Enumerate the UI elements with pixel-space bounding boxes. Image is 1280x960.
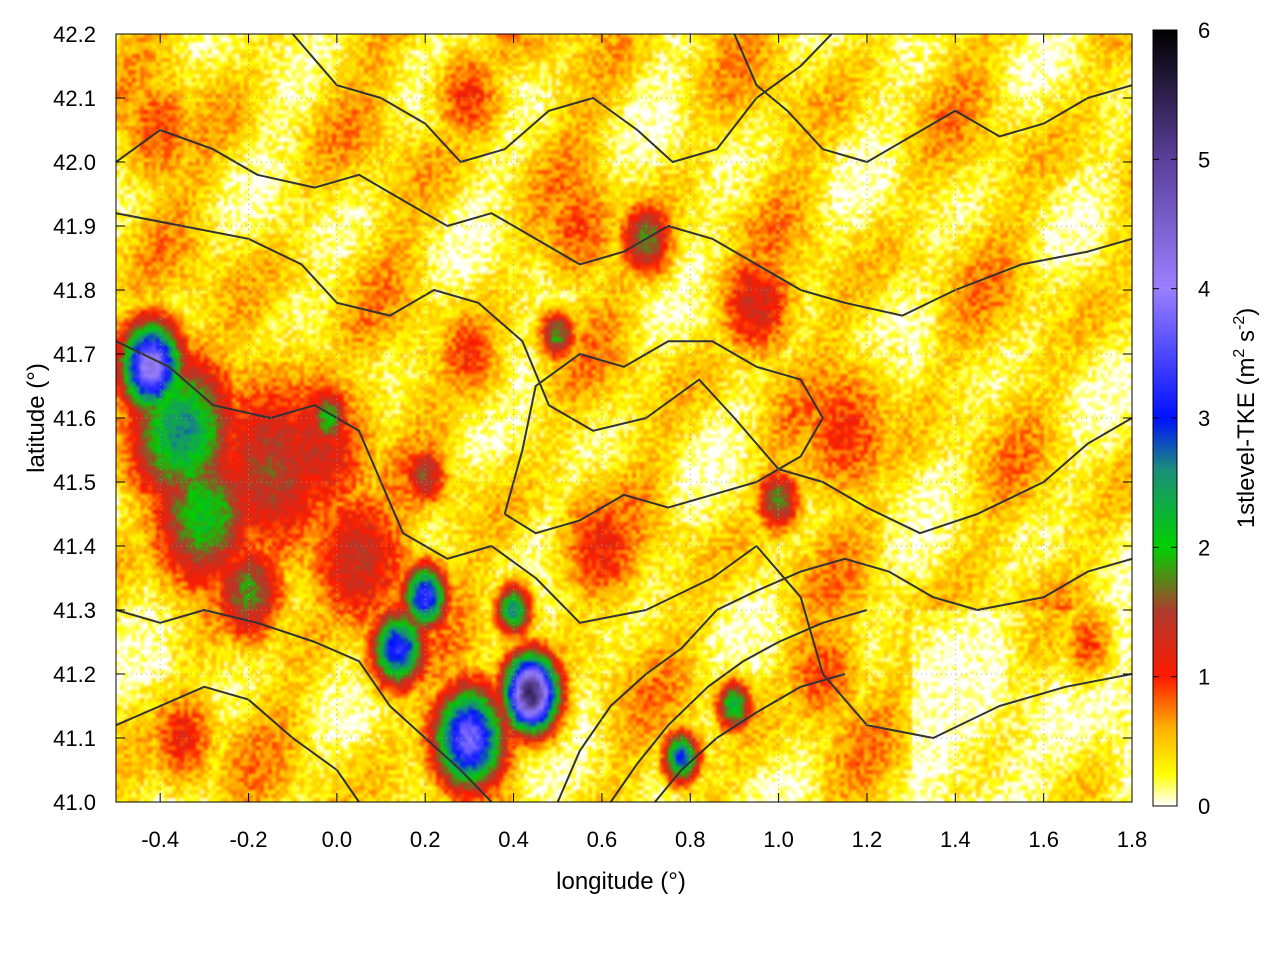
x-tick-label: 0.2 — [410, 827, 441, 852]
colorbar-tick-label: 6 — [1198, 18, 1210, 43]
contour-line — [116, 212, 1132, 535]
x-tick-label: 0.4 — [498, 827, 529, 852]
contour-line — [291, 34, 833, 163]
colorbar-label-main: 1stlevel-TKE (m — [1233, 358, 1260, 529]
x-tick-label: -0.2 — [230, 827, 268, 852]
x-tick-label: 1.6 — [1028, 827, 1059, 852]
y-axis-ticks: 41.0 41.1 41.2 41.3 41.4 41.5 41.6 41.7 41.8 41.9… — [53, 22, 1132, 815]
colorbar-tick-label: 1 — [1198, 665, 1210, 690]
colorbar-tick-label: 0 — [1198, 794, 1210, 819]
colorbar-label-mid: s — [1233, 330, 1260, 349]
contour-line — [733, 34, 1132, 163]
y-tick-label: 41.0 — [53, 790, 96, 815]
x-tick-label: 1.8 — [1117, 827, 1148, 852]
x-tick-label: 0.6 — [587, 827, 618, 852]
contour-line — [116, 129, 1132, 317]
y-tick-label: 41.6 — [53, 406, 96, 431]
y-tick-label: 41.2 — [53, 662, 96, 687]
y-tick-label: 41.8 — [53, 278, 96, 303]
colorbar-label-sup1: 2 — [1231, 349, 1248, 358]
contour-line — [556, 557, 1132, 802]
colorbar-ticks: 0 1 2 3 4 5 6 — [1153, 18, 1210, 819]
y-tick-label: 41.7 — [53, 342, 96, 367]
x-axis-ticks: -0.4 -0.2 0.0 0.2 0.4 0.6 0.8 1.0 1.2 1.4 1.6 1.8 — [141, 34, 1147, 852]
contour-line — [609, 609, 868, 802]
y-tick-label: 42.0 — [53, 150, 96, 175]
plot-area — [115, 33, 1133, 803]
contour-line — [116, 609, 493, 802]
x-tick-label: -0.4 — [141, 827, 179, 852]
y-axis-label: latitude (°) — [23, 363, 50, 473]
x-tick-label: 1.0 — [763, 827, 794, 852]
y-tick-label: 41.9 — [53, 214, 96, 239]
contour-line — [654, 673, 846, 802]
x-axis-label: longitude (°) — [556, 868, 686, 895]
y-tick-label: 41.4 — [53, 534, 96, 559]
y-tick-label: 41.1 — [53, 726, 96, 751]
y-tick-label: 41.3 — [53, 598, 96, 623]
colorbar-tick-label: 3 — [1198, 406, 1210, 431]
x-tick-label: 0.0 — [322, 827, 353, 852]
colorbar-tick-label: 2 — [1198, 535, 1210, 560]
x-tick-label: 1.4 — [940, 827, 971, 852]
colorbar-label: 1stlevel-TKE (m2 s-2) — [1231, 308, 1260, 529]
terrain-contours — [116, 34, 1132, 802]
contour-line — [116, 340, 1132, 739]
y-tick-label: 42.1 — [53, 86, 96, 111]
colorbar-label-end: ) — [1233, 308, 1260, 316]
y-tick-label: 42.2 — [53, 22, 96, 47]
y-tick-label: 41.5 — [53, 470, 96, 495]
colorbar-tick-label: 5 — [1198, 147, 1210, 172]
heatmap-field — [116, 34, 1132, 802]
contour-line — [503, 340, 824, 535]
x-tick-label: 1.2 — [852, 827, 883, 852]
colorbar-tick-label: 4 — [1198, 277, 1210, 302]
colorbar-label-sup2: -2 — [1231, 316, 1248, 330]
x-tick-label: 0.8 — [675, 827, 706, 852]
